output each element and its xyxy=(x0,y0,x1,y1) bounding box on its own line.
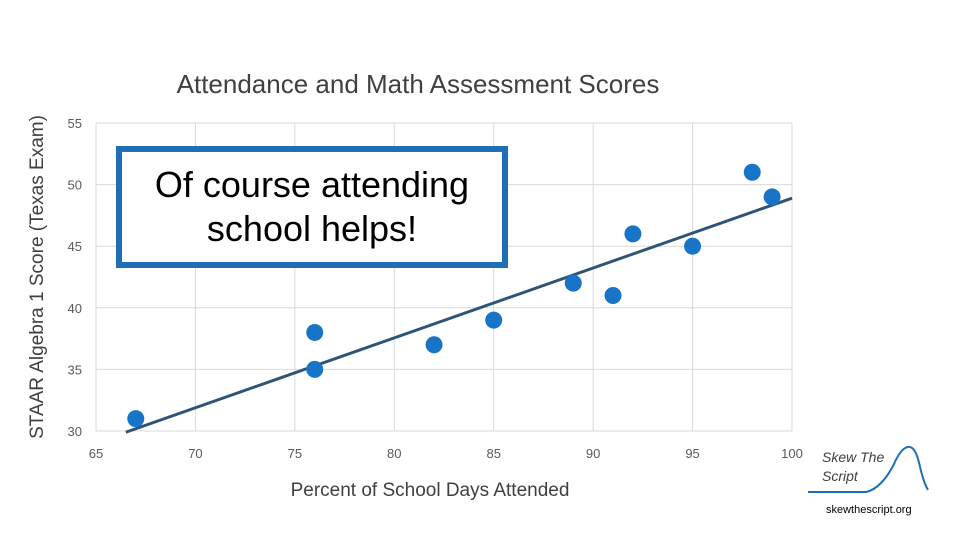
data-points xyxy=(127,163,781,428)
y-tick-label: 55 xyxy=(68,116,82,131)
logo-line-2: Script xyxy=(822,468,858,484)
y-tick-label: 50 xyxy=(68,178,82,193)
data-point xyxy=(306,323,324,341)
data-point xyxy=(485,311,503,329)
y-tick-label: 40 xyxy=(68,301,82,316)
data-point xyxy=(624,225,642,243)
data-point xyxy=(425,336,443,354)
data-point xyxy=(763,188,781,206)
y-axis-label: STAAR Algebra 1 Score (Texas Exam) xyxy=(27,115,48,439)
x-tick-label: 70 xyxy=(188,446,202,461)
x-tick-label: 80 xyxy=(387,446,401,461)
x-tick-label: 100 xyxy=(781,446,803,461)
x-tick-label: 95 xyxy=(685,446,699,461)
x-axis-label: Percent of School Days Attended xyxy=(291,480,570,501)
data-point xyxy=(604,286,622,304)
trendline-group xyxy=(125,196,793,434)
y-tick-label: 45 xyxy=(68,239,82,254)
data-point xyxy=(743,163,761,181)
callout-line-2: school helps! xyxy=(206,208,418,249)
logo-line-1: Skew The xyxy=(822,449,885,465)
x-tick-label: 90 xyxy=(586,446,600,461)
data-point xyxy=(564,274,582,292)
x-tick-label: 65 xyxy=(89,446,103,461)
logo: Skew The Script xyxy=(806,440,936,500)
chart-title: Attendance and Math Assessment Scores xyxy=(177,69,660,99)
x-tick-label: 85 xyxy=(486,446,500,461)
skew-curve-icon xyxy=(808,445,929,493)
trendline xyxy=(125,196,793,434)
data-point xyxy=(306,360,324,378)
tick-labels: 30 35 40 45 50 55 65 70 75 80 85 90 95 100 xyxy=(68,116,803,461)
x-tick-label: 75 xyxy=(288,446,302,461)
callout-box: Of course attending school helps! xyxy=(116,146,508,268)
y-tick-label: 35 xyxy=(68,362,82,377)
y-tick-label: 30 xyxy=(68,424,82,439)
footer-url: skewthescript.org xyxy=(826,504,912,516)
data-point xyxy=(127,410,145,428)
callout-line-1: Of course attending xyxy=(154,164,470,205)
data-point xyxy=(684,237,702,255)
